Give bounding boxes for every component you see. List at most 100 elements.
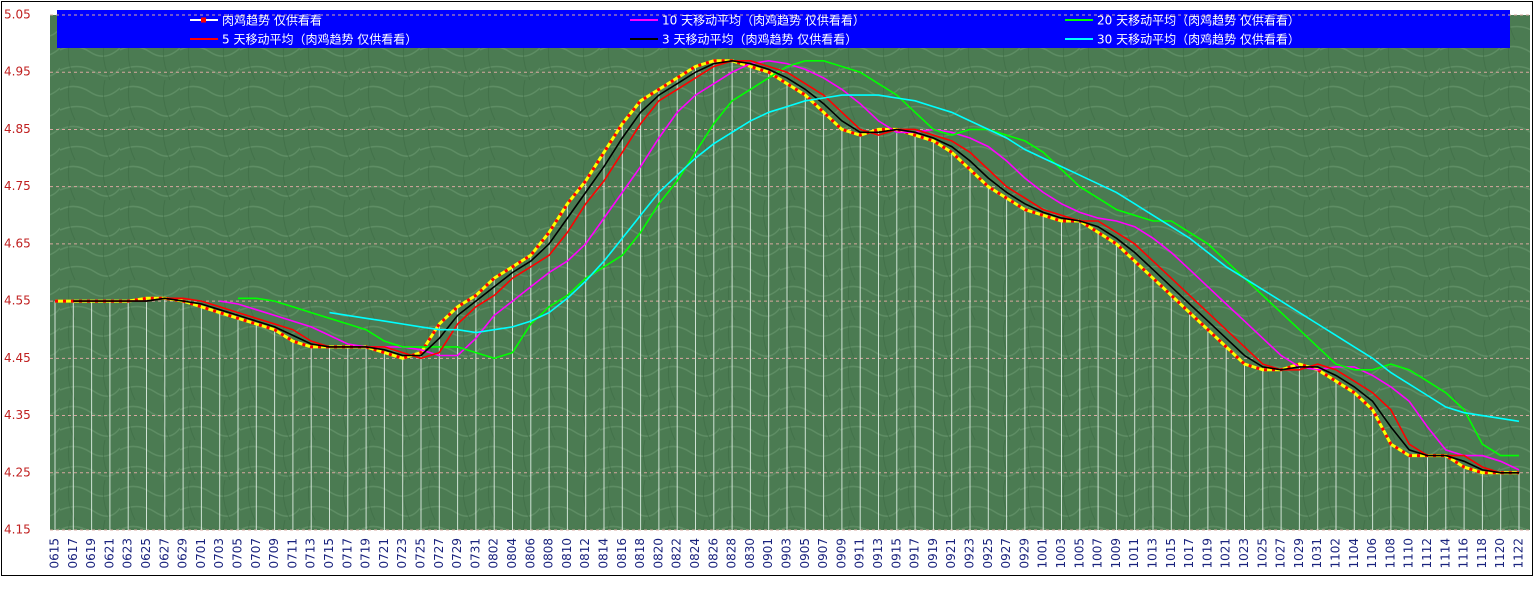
x-tick-label: 0903 (780, 538, 794, 569)
x-tick-label: 1116 (1457, 538, 1471, 569)
x-tick-label: 0923 (963, 538, 977, 569)
x-tick-label: 0717 (340, 538, 354, 569)
x-tick-label: 0617 (66, 538, 80, 569)
plot-area (50, 15, 1530, 530)
x-tick-label: 0824 (688, 538, 702, 569)
x-tick-label: 0909 (834, 538, 848, 569)
y-tick-label: 4.95 (4, 65, 31, 79)
x-tick-label: 0727 (432, 538, 446, 569)
x-tick-label: 1023 (1237, 538, 1251, 569)
x-tick-label: 0725 (414, 538, 428, 569)
x-tick-label: 1013 (1146, 538, 1160, 569)
x-tick-label: 1005 (1072, 538, 1086, 569)
x-tick-label: 0929 (1017, 538, 1031, 569)
x-tick-label: 0901 (761, 538, 775, 569)
x-tick-label: 1104 (1347, 538, 1361, 569)
x-tick-label: 1011 (1127, 538, 1141, 569)
y-tick-label: 4.85 (4, 122, 31, 136)
x-tick-label: 0621 (102, 538, 116, 569)
x-tick-label: 0927 (999, 538, 1013, 569)
x-tick-label: 1108 (1383, 538, 1397, 569)
x-tick-label: 1122 (1512, 538, 1526, 569)
x-tick-label: 1112 (1420, 538, 1434, 569)
x-tick-label: 0905 (798, 538, 812, 569)
x-tick-label: 0826 (706, 538, 720, 569)
x-tick-label: 0703 (212, 538, 226, 569)
x-tick-label: 0705 (231, 538, 245, 569)
y-tick-label: 4.35 (4, 408, 31, 422)
x-tick-label: 1003 (1054, 538, 1068, 569)
legend-label: 30 天移动平均（肉鸡趋势 仅供看看） (1097, 32, 1300, 47)
x-tick-label: 0707 (249, 538, 263, 569)
x-tick-label: 1001 (1036, 538, 1050, 569)
y-tick-label: 4.55 (4, 294, 31, 308)
x-tick-label: 0715 (322, 538, 336, 569)
x-tick-label: 0814 (597, 538, 611, 569)
y-tick-label: 4.45 (4, 351, 31, 365)
x-tick-label: 0917 (908, 538, 922, 569)
x-tick-label: 0828 (725, 538, 739, 569)
y-tick-label: 4.25 (4, 465, 31, 479)
x-tick-label: 0627 (157, 538, 171, 569)
x-tick-label: 1029 (1292, 538, 1306, 569)
x-tick-label: 0830 (743, 538, 757, 569)
legend-marker (201, 17, 206, 23)
y-tick-label: 4.15 (4, 523, 31, 537)
x-tick-label: 1106 (1365, 538, 1379, 569)
x-tick-label: 0820 (651, 538, 665, 569)
x-tick-label: 0925 (981, 538, 995, 569)
legend-label: 3 天移动平均（肉鸡趋势 仅供看看） (662, 32, 857, 47)
x-tick-label: 1007 (1091, 538, 1105, 569)
x-tick-label: 1118 (1475, 538, 1489, 569)
x-tick-label: 0806 (523, 538, 537, 569)
x-tick-label: 1110 (1402, 538, 1416, 569)
x-tick-label: 1027 (1274, 538, 1288, 569)
x-tick-label: 1025 (1255, 538, 1269, 569)
x-tick-label: 0615 (48, 538, 62, 569)
x-tick-label: 1120 (1493, 538, 1507, 569)
x-tick-label: 0802 (487, 538, 501, 569)
series-line (329, 94, 1520, 423)
legend-box (57, 10, 1510, 48)
legend-label: 20 天移动平均（肉鸡趋势 仅供看看） (1097, 13, 1300, 28)
series-line (238, 60, 1519, 457)
x-tick-label: 0625 (139, 538, 153, 569)
x-tick-label: 0711 (285, 538, 299, 569)
x-tick-label: 0808 (542, 538, 556, 569)
x-tick-label: 1021 (1219, 538, 1233, 569)
x-tick-label: 0623 (121, 538, 135, 569)
x-tick-label: 0804 (505, 538, 519, 569)
x-tick-label: 1017 (1182, 538, 1196, 569)
x-tick-label: 0810 (560, 538, 574, 569)
x-tick-label: 1009 (1109, 538, 1123, 569)
x-tick-label: 0818 (633, 538, 647, 569)
x-tick-label: 1114 (1438, 538, 1452, 569)
x-tick-label: 1019 (1200, 538, 1214, 569)
x-tick-label: 0713 (304, 538, 318, 569)
x-tick-label: 0822 (670, 538, 684, 569)
x-tick-label: 0629 (176, 538, 190, 569)
x-tick-label: 0701 (194, 538, 208, 569)
legend-label: 5 天移动平均（肉鸡趋势 仅供看看） (222, 32, 417, 47)
x-tick-label: 0911 (853, 538, 867, 569)
x-tick-label: 0812 (578, 538, 592, 569)
y-tick-label: 4.65 (4, 236, 31, 250)
legend-label: 10 天移动平均（肉鸡趋势 仅供看看） (662, 13, 865, 28)
x-tick-label: 0721 (377, 538, 391, 569)
x-tick-label: 0709 (267, 538, 281, 569)
legend-label: 肉鸡趋势 仅供看看 (222, 13, 322, 28)
x-tick-label: 0719 (359, 538, 373, 569)
x-tick-label: 0913 (871, 538, 885, 569)
x-tick-label: 0729 (450, 538, 464, 569)
x-tick-label: 0619 (84, 538, 98, 569)
x-tick-label: 0919 (926, 538, 940, 569)
series-line (73, 59, 1519, 474)
x-tick-label: 0723 (395, 538, 409, 569)
x-tick-label: 1031 (1310, 538, 1324, 569)
x-tick-label: 1102 (1329, 538, 1343, 569)
x-tick-label: 0921 (944, 538, 958, 569)
x-tick-label: 0731 (468, 538, 482, 569)
y-tick-label: 4.75 (4, 179, 31, 193)
series-line (55, 59, 1519, 475)
